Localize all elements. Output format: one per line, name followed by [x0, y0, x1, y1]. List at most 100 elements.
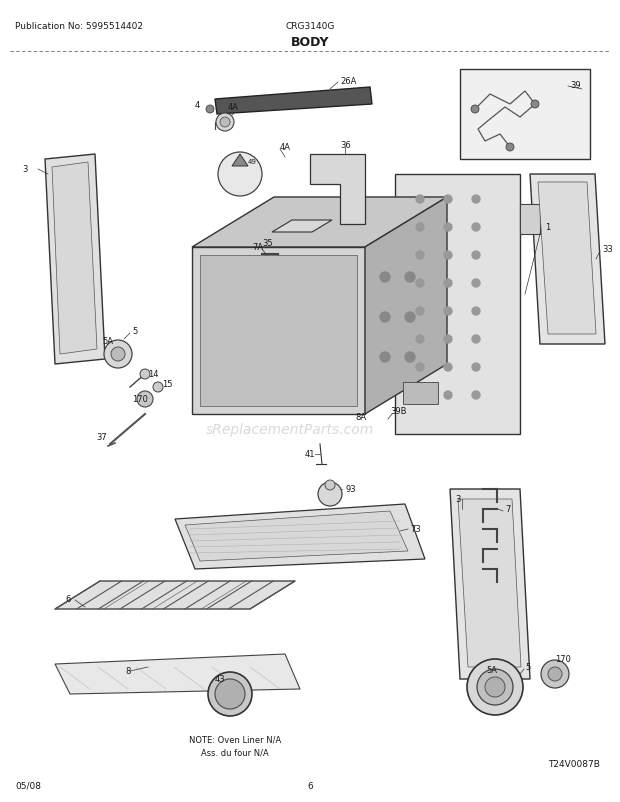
- Circle shape: [471, 106, 479, 114]
- Circle shape: [472, 280, 480, 288]
- Circle shape: [208, 672, 252, 716]
- Text: 1: 1: [545, 222, 551, 231]
- Text: Ass. du four N/A: Ass. du four N/A: [201, 748, 269, 757]
- Text: Publication No: 5995514402: Publication No: 5995514402: [15, 22, 143, 31]
- Polygon shape: [52, 163, 97, 354]
- Text: 4A: 4A: [228, 103, 239, 112]
- Text: 14: 14: [148, 370, 159, 379]
- Circle shape: [416, 196, 424, 204]
- Circle shape: [531, 101, 539, 109]
- Polygon shape: [450, 489, 530, 679]
- Circle shape: [541, 660, 569, 688]
- Circle shape: [472, 391, 480, 399]
- Text: 5A: 5A: [486, 666, 497, 674]
- Text: 43: 43: [215, 674, 226, 683]
- Circle shape: [444, 391, 452, 399]
- Text: 6: 6: [65, 595, 71, 604]
- Circle shape: [444, 335, 452, 343]
- Polygon shape: [185, 512, 408, 561]
- Circle shape: [153, 383, 163, 392]
- Text: 5: 5: [132, 327, 137, 336]
- Circle shape: [472, 335, 480, 343]
- Circle shape: [477, 669, 513, 705]
- Bar: [460, 70, 590, 160]
- Text: 39B: 39B: [390, 407, 407, 416]
- Text: 8A: 8A: [355, 413, 366, 422]
- Circle shape: [472, 196, 480, 204]
- Text: 39: 39: [570, 80, 580, 89]
- Text: 93: 93: [345, 485, 356, 494]
- Circle shape: [111, 347, 125, 362]
- Polygon shape: [215, 88, 372, 115]
- Circle shape: [206, 106, 214, 114]
- Circle shape: [140, 370, 150, 379]
- Text: 5: 5: [525, 662, 530, 671]
- Text: 37: 37: [96, 433, 107, 442]
- Text: 7: 7: [505, 505, 510, 514]
- Circle shape: [416, 252, 424, 260]
- Text: 170: 170: [555, 654, 571, 664]
- Text: BODY: BODY: [291, 36, 329, 49]
- Circle shape: [444, 196, 452, 204]
- Polygon shape: [200, 256, 357, 407]
- Circle shape: [216, 114, 234, 132]
- Text: 8: 8: [125, 666, 130, 675]
- Circle shape: [380, 273, 390, 282]
- Text: 35: 35: [262, 238, 273, 247]
- Polygon shape: [538, 183, 596, 334]
- Circle shape: [325, 480, 335, 490]
- Circle shape: [405, 353, 415, 363]
- Circle shape: [472, 224, 480, 232]
- Polygon shape: [272, 221, 332, 233]
- Polygon shape: [365, 198, 447, 415]
- Circle shape: [416, 308, 424, 316]
- Circle shape: [472, 363, 480, 371]
- Text: 6: 6: [307, 781, 313, 790]
- Polygon shape: [232, 155, 248, 167]
- Text: CRG3140G: CRG3140G: [285, 22, 335, 31]
- Circle shape: [416, 335, 424, 343]
- Text: 33: 33: [602, 245, 613, 254]
- Circle shape: [416, 363, 424, 371]
- Circle shape: [444, 224, 452, 232]
- Circle shape: [405, 273, 415, 282]
- Text: 36: 36: [340, 140, 351, 149]
- Text: sReplacementParts.com: sReplacementParts.com: [206, 423, 374, 436]
- Text: 3: 3: [22, 165, 27, 174]
- Circle shape: [444, 252, 452, 260]
- Text: 73: 73: [410, 525, 421, 534]
- Circle shape: [405, 313, 415, 322]
- Circle shape: [218, 153, 262, 196]
- Circle shape: [467, 659, 523, 715]
- Circle shape: [318, 482, 342, 506]
- Polygon shape: [530, 175, 605, 345]
- Text: 3: 3: [455, 495, 461, 504]
- Circle shape: [220, 118, 230, 128]
- Circle shape: [444, 308, 452, 316]
- Polygon shape: [175, 504, 425, 569]
- Polygon shape: [192, 248, 365, 415]
- Polygon shape: [395, 175, 520, 435]
- Text: 7A: 7A: [252, 243, 263, 252]
- Polygon shape: [45, 155, 105, 365]
- Circle shape: [104, 341, 132, 369]
- Circle shape: [380, 313, 390, 322]
- Text: 41: 41: [305, 450, 316, 459]
- Circle shape: [416, 391, 424, 399]
- Polygon shape: [310, 155, 365, 225]
- Circle shape: [506, 144, 514, 152]
- Circle shape: [380, 353, 390, 363]
- Text: 170: 170: [132, 395, 148, 404]
- Polygon shape: [55, 581, 295, 610]
- Circle shape: [444, 363, 452, 371]
- Circle shape: [416, 224, 424, 232]
- Text: 05/08: 05/08: [15, 781, 41, 790]
- Circle shape: [444, 280, 452, 288]
- Bar: [403, 383, 438, 404]
- Text: 15: 15: [162, 380, 172, 389]
- Text: 4A: 4A: [280, 144, 291, 152]
- Polygon shape: [192, 198, 447, 248]
- Circle shape: [137, 391, 153, 407]
- Text: NOTE: Oven Liner N/A: NOTE: Oven Liner N/A: [189, 735, 281, 744]
- Circle shape: [416, 280, 424, 288]
